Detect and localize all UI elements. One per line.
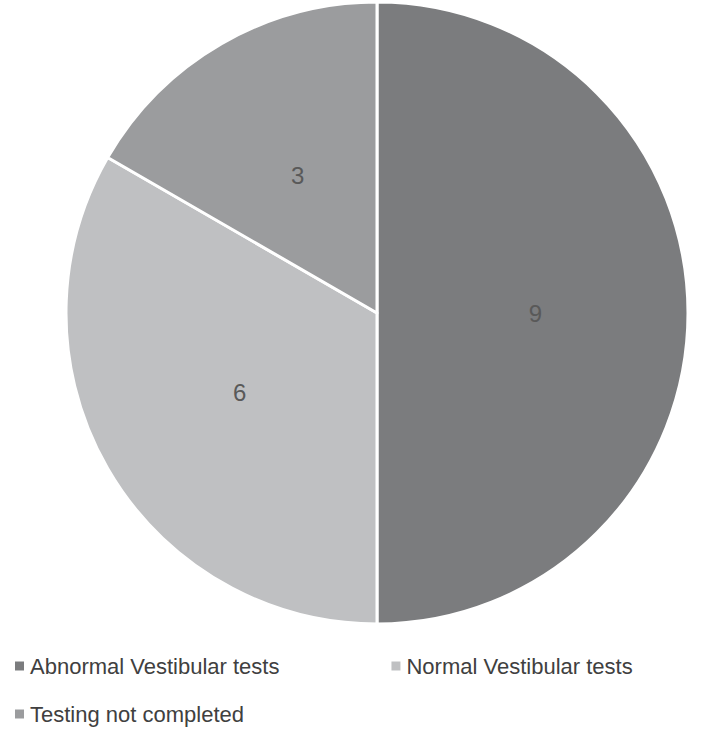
svg-text:Abnormal Vestibular tests: Abnormal Vestibular tests xyxy=(30,654,279,679)
svg-text:Normal Vestibular tests: Normal Vestibular tests xyxy=(406,654,632,679)
svg-text:3: 3 xyxy=(291,162,304,189)
svg-text:Testing not completed: Testing not completed xyxy=(30,702,244,727)
svg-text:6: 6 xyxy=(233,379,246,406)
svg-text:9: 9 xyxy=(529,300,542,327)
